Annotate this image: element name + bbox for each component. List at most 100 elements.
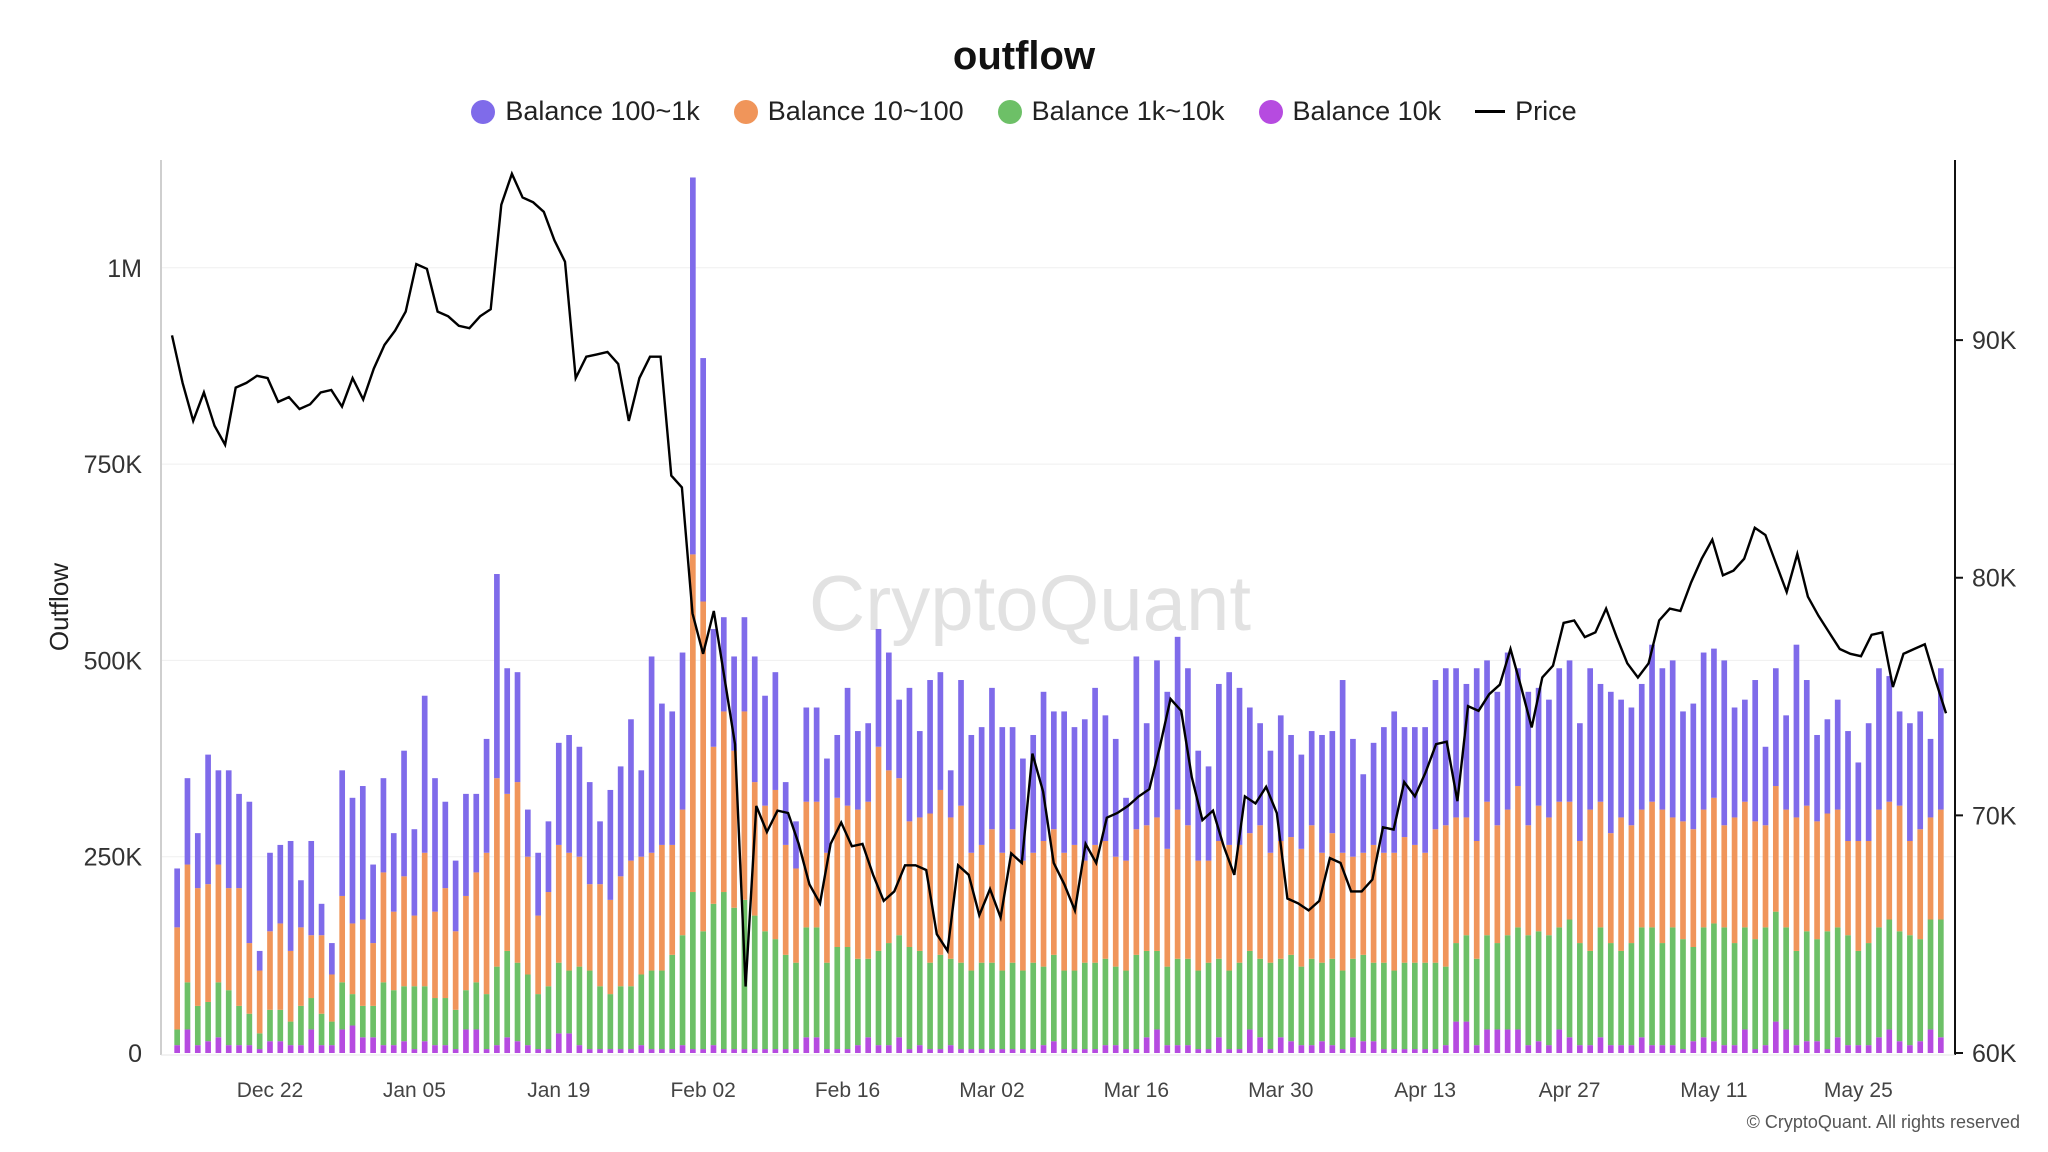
- bar-segment: [1040, 691, 1047, 841]
- bar-segment: [1308, 825, 1315, 959]
- bar-segment: [1546, 699, 1552, 818]
- bar-segment: [1742, 927, 1748, 1030]
- bar-segment: [813, 1037, 820, 1053]
- bar-segment: [1731, 943, 1738, 1046]
- bar-segment: [1381, 852, 1387, 963]
- bar-segment: [1411, 1049, 1418, 1053]
- bar-segment: [1009, 962, 1016, 1050]
- bar-segment: [308, 840, 315, 936]
- bar-segment: [1360, 774, 1367, 853]
- bar-segment: [1123, 970, 1129, 1050]
- legend-item-balance-1k-10k[interactable]: Balance 1k~10k: [997, 96, 1225, 127]
- bar-segment: [1546, 1045, 1552, 1053]
- bar-segment: [1772, 668, 1779, 787]
- bar-segment: [1350, 738, 1356, 857]
- bar-segment: [1793, 817, 1800, 951]
- bar-segment: [1339, 680, 1346, 853]
- bar-segment: [1865, 943, 1872, 1046]
- bar-segment: [751, 656, 758, 783]
- bar-segment: [349, 1025, 356, 1053]
- bar-segment: [452, 931, 459, 1010]
- bar-segment: [1112, 966, 1119, 1046]
- bar-segment: [927, 680, 933, 814]
- legend-item-balance-10-100[interactable]: Balance 10~100: [733, 96, 964, 127]
- bar-segment: [1845, 935, 1851, 1046]
- bar-segment: [1927, 1029, 1934, 1053]
- bar-segment: [1803, 805, 1810, 932]
- bar-segment: [370, 1037, 376, 1053]
- bar-segment: [1917, 939, 1924, 1042]
- bar-segment: [1308, 1045, 1315, 1053]
- bar-segment: [1030, 962, 1037, 1050]
- bar-segment: [1267, 852, 1274, 963]
- bar-segment: [885, 652, 892, 771]
- bar-segment: [349, 797, 356, 924]
- bar-segment: [1546, 935, 1552, 1046]
- bar-segment: [1174, 1045, 1181, 1053]
- bar-segment: [1907, 1045, 1913, 1053]
- bar-segment: [968, 970, 975, 1050]
- legend-item-balance-10k[interactable]: Balance 10k: [1258, 96, 1441, 127]
- bar-segment: [421, 986, 428, 1042]
- bar-segment: [844, 805, 851, 947]
- bar-segment: [267, 1041, 273, 1053]
- bar-segment: [1597, 927, 1604, 1038]
- bar-segment: [772, 939, 779, 1050]
- bar-segment: [194, 833, 201, 889]
- bar-segment: [555, 844, 562, 963]
- bar-segment: [1504, 1029, 1511, 1053]
- y2-tick-label: 90K: [1972, 327, 2017, 355]
- bar-segment: [1226, 970, 1233, 1050]
- bar-segment: [359, 1005, 366, 1038]
- bar-segment: [1112, 738, 1119, 857]
- bar-segment: [1680, 711, 1686, 822]
- bar-segment: [1824, 931, 1831, 1050]
- bar-segment: [947, 958, 954, 1046]
- bar-segment: [1360, 1041, 1367, 1053]
- bar-segment: [659, 1049, 665, 1053]
- bar-segment: [1793, 950, 1800, 1046]
- legend-item-balance-100-1k[interactable]: Balance 100~1k: [471, 96, 700, 127]
- bar-segment: [1803, 1041, 1810, 1053]
- bar-segment: [246, 1045, 253, 1053]
- bar-segment: [1319, 1041, 1325, 1053]
- bar-segment: [669, 844, 676, 955]
- bar-segment: [1783, 715, 1789, 810]
- bar-segment: [1329, 833, 1336, 959]
- bar-segment: [1659, 1045, 1666, 1053]
- legend-item-price[interactable]: Price: [1475, 96, 1577, 127]
- bar-segment: [1649, 644, 1655, 802]
- bar-segment: [1484, 935, 1490, 1030]
- x-tick-label: Jan 05: [383, 1079, 446, 1102]
- bar-segment: [236, 888, 242, 1006]
- bar-segment: [225, 1045, 232, 1053]
- bar-segment: [514, 782, 521, 963]
- bar-segment: [359, 919, 366, 1006]
- bar-segment: [937, 1049, 944, 1053]
- bar-segment: [318, 935, 325, 1014]
- bar-segment: [1061, 711, 1067, 853]
- bar-segment: [679, 809, 686, 936]
- bar-segment: [1721, 825, 1728, 928]
- bar-segment: [1628, 825, 1635, 944]
- bar-segment: [968, 1049, 975, 1053]
- bar-segment: [1525, 825, 1532, 936]
- bar-segment: [628, 719, 634, 861]
- bar-segment: [679, 652, 686, 810]
- bar-segment: [978, 844, 985, 963]
- bar-segment: [916, 731, 923, 818]
- bar-segment: [1185, 825, 1191, 959]
- bar-segment: [236, 1005, 242, 1046]
- bar-segment: [751, 1049, 758, 1053]
- bar-segment: [1845, 731, 1851, 841]
- bar-segment: [968, 734, 975, 853]
- bar-segment: [174, 868, 180, 928]
- bar-segment: [607, 899, 614, 995]
- bar-segment: [1236, 687, 1243, 845]
- bar-segment: [679, 935, 686, 1046]
- bar-segment: [803, 707, 810, 802]
- price-line: [170, 170, 1948, 987]
- bar-segment: [731, 907, 737, 1050]
- bar-segment: [1886, 919, 1893, 1030]
- bar-segment: [865, 723, 872, 802]
